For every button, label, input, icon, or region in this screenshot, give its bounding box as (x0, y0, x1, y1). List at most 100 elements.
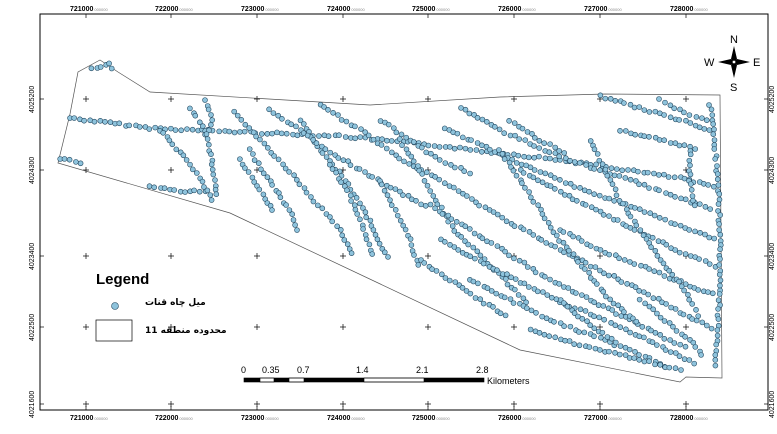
qanat-well-point (692, 228, 698, 235)
qanat-well-point (458, 234, 464, 240)
qanat-well-point (551, 175, 558, 181)
qanat-well-point (501, 156, 508, 162)
qanat-well-point (294, 132, 301, 139)
qanat-well-point (301, 121, 307, 127)
qanat-well-point (209, 166, 216, 173)
qanat-well-point (264, 174, 271, 180)
qanat-well-point (641, 209, 648, 215)
qanat-well-point (290, 217, 297, 223)
qanat-well-point (518, 161, 525, 168)
qanat-well-point (382, 249, 388, 256)
qanat-well-point (708, 325, 715, 332)
qanat-well-point (571, 310, 578, 316)
qanat-well-point (563, 155, 569, 161)
qanat-well-point (560, 239, 567, 246)
qanat-well-point (646, 358, 652, 364)
qanat-well-point (717, 212, 723, 218)
qanat-well-point (329, 166, 336, 172)
qanat-well-point (384, 137, 390, 144)
qanat-well-point (446, 127, 453, 133)
qanat-well-point (278, 130, 285, 137)
qanat-well-point (560, 229, 567, 235)
qanat-well-point (348, 250, 355, 256)
qanat-well-point (607, 96, 614, 102)
qanat-well-point (471, 230, 478, 237)
qanat-well-point (625, 167, 631, 173)
qanat-well-point (637, 206, 643, 212)
qanat-well-point (686, 112, 693, 118)
qanat-well-point (208, 197, 215, 203)
qanat-well-point (526, 229, 533, 235)
qanat-well-point (707, 206, 713, 212)
qanat-well-point (600, 212, 607, 218)
qanat-well-point (571, 184, 578, 190)
qanat-well-point (656, 295, 662, 302)
qanat-well-point (397, 136, 403, 142)
qanat-well-point (206, 127, 212, 134)
qanat-well-point (630, 315, 636, 322)
qanat-well-point (325, 107, 331, 113)
qanat-well-point (547, 155, 553, 162)
qanat-well-point (706, 261, 713, 267)
qanat-well-point (251, 179, 257, 185)
qanat-well-point (419, 144, 425, 151)
qanat-well-point (388, 138, 395, 144)
qanat-well-point (626, 346, 633, 353)
qanat-well-point (617, 324, 624, 330)
qanat-well-point (256, 160, 262, 166)
qanat-well-point (617, 351, 623, 358)
qanat-well-point (445, 212, 452, 219)
qanat-well-point (242, 121, 249, 128)
qanat-well-point (561, 323, 567, 329)
qanat-well-point (502, 312, 509, 319)
qanat-well-point (411, 139, 417, 145)
qanat-well-point (663, 190, 669, 196)
qanat-well-point (467, 147, 474, 153)
qanat-well-point (484, 119, 490, 125)
qanat-well-point (636, 357, 642, 363)
qanat-well-point (542, 273, 548, 280)
qanat-well-point (397, 188, 403, 195)
qanat-well-point (689, 193, 696, 199)
qanat-well-point (182, 189, 188, 195)
qanat-well-point (524, 305, 530, 311)
qanat-well-point (645, 169, 651, 176)
qanat-well-point (81, 117, 87, 124)
qanat-well-point (405, 192, 412, 199)
qanat-well-point (166, 137, 173, 144)
qanat-well-point (521, 153, 527, 160)
qanat-well-point (573, 290, 579, 296)
y-tick-label: 4021600 (769, 391, 776, 418)
qanat-well-point (535, 202, 541, 208)
legend-boundary-symbol (95, 319, 133, 342)
qanat-well-point (383, 145, 390, 152)
qanat-well-point (697, 230, 703, 236)
qanat-well-point (632, 284, 639, 290)
qanat-well-point (667, 114, 674, 121)
qanat-well-point (467, 170, 473, 177)
qanat-well-point (632, 205, 638, 211)
qanat-well-point (600, 288, 607, 295)
qanat-well-point (453, 219, 460, 225)
qanat-well-point (341, 237, 348, 243)
qanat-well-point (208, 122, 214, 128)
qanat-well-point (507, 132, 514, 139)
qanat-well-point (442, 160, 449, 166)
qanat-well-point (594, 281, 600, 287)
qanat-well-point (545, 220, 552, 226)
qanat-well-point (362, 129, 368, 135)
qanat-well-point (715, 297, 722, 303)
qanat-well-point (241, 128, 248, 135)
qanat-well-point (507, 296, 514, 302)
qanat-well-point (612, 186, 619, 193)
qanat-well-point (592, 345, 599, 352)
qanat-well-point (534, 288, 541, 295)
qanat-well-point (493, 290, 499, 297)
qanat-well-point (325, 133, 332, 139)
qanat-well-point (370, 227, 377, 233)
qanat-well-point (646, 266, 652, 272)
qanat-well-point (714, 327, 721, 333)
west-label: W (704, 57, 715, 69)
qanat-well-point (529, 131, 535, 137)
qanat-well-point (199, 178, 206, 185)
